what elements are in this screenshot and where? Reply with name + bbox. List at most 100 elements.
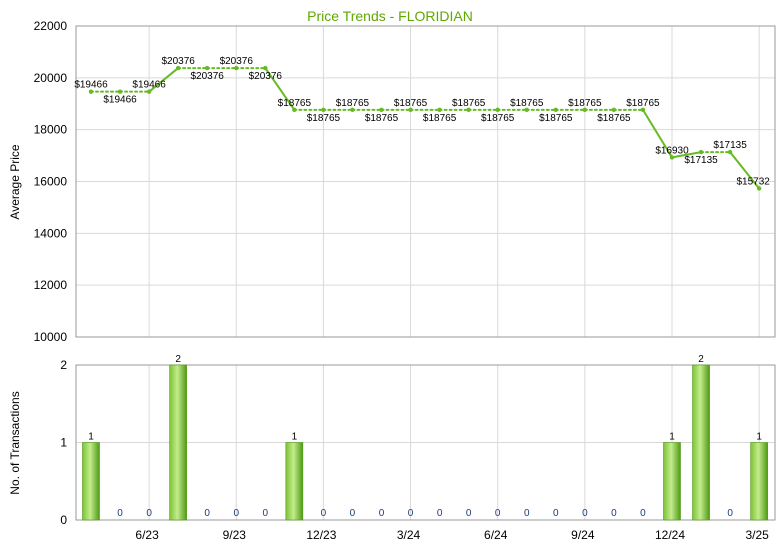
price-point xyxy=(88,89,94,94)
price-data-label: $19466 xyxy=(103,95,137,106)
x-tick-label: 12/24 xyxy=(655,528,685,542)
transaction-count-label: 2 xyxy=(175,354,181,365)
price-point xyxy=(524,107,529,113)
transaction-bar xyxy=(750,442,768,521)
price-line-segment xyxy=(641,108,673,159)
transaction-count-label: 0 xyxy=(263,508,269,519)
transactions-y-tick-label: 2 xyxy=(60,358,67,372)
transaction-count-label: 0 xyxy=(117,508,123,519)
price-point xyxy=(146,89,152,94)
x-tick-label: 3/25 xyxy=(745,528,769,542)
price-data-label: $20376 xyxy=(161,56,195,67)
price-point xyxy=(263,65,268,71)
transaction-count-label: 0 xyxy=(727,508,733,519)
price-data-label: $18765 xyxy=(365,113,399,124)
price-data-label: $18765 xyxy=(539,113,573,124)
price-y-axis-title: Average Price xyxy=(8,144,22,219)
price-point xyxy=(553,107,558,113)
transaction-count-label: 0 xyxy=(233,508,239,519)
price-data-label: $20376 xyxy=(249,71,283,82)
price-y-tick-label: 10000 xyxy=(34,330,68,344)
price-data-label: $18765 xyxy=(278,98,312,109)
price-data-label: $17135 xyxy=(684,155,718,166)
price-y-tick-label: 14000 xyxy=(34,226,68,240)
price-data-label: $19466 xyxy=(132,80,166,91)
x-tick-label: 6/23 xyxy=(135,528,159,542)
price-point xyxy=(437,107,442,113)
transaction-count-label: 0 xyxy=(495,508,501,519)
price-data-label: $18765 xyxy=(510,98,544,109)
price-point xyxy=(408,107,413,113)
transaction-bar xyxy=(82,442,100,521)
transaction-count-label: 0 xyxy=(553,508,559,519)
x-tick-label: 3/24 xyxy=(397,528,421,542)
transaction-count-label: 0 xyxy=(466,508,472,519)
transaction-bar xyxy=(663,442,681,521)
transaction-count-label: 1 xyxy=(88,432,94,443)
transaction-count-label: 1 xyxy=(669,432,675,443)
x-tick-label: 12/23 xyxy=(306,528,336,542)
price-data-label: $18765 xyxy=(597,113,631,124)
price-point xyxy=(379,107,384,113)
price-point xyxy=(466,107,471,113)
price-data-label: $19466 xyxy=(74,80,108,91)
transaction-count-label: 0 xyxy=(204,508,210,519)
price-point xyxy=(727,149,733,155)
price-data-label: $15732 xyxy=(736,176,770,187)
transaction-count-label: 0 xyxy=(611,508,617,519)
price-point xyxy=(175,65,181,71)
transaction-count-label: 0 xyxy=(408,508,414,519)
price-data-label: $20376 xyxy=(220,56,254,67)
x-tick-label: 9/23 xyxy=(223,528,247,542)
price-point xyxy=(669,155,675,160)
price-line-segment xyxy=(729,151,761,190)
transactions-y-tick-label: 1 xyxy=(60,436,67,450)
price-point xyxy=(582,107,588,113)
x-tick-label: 9/24 xyxy=(571,528,595,542)
price-data-label: $18765 xyxy=(307,113,341,124)
transactions-y-axis-title: No. of Transactions xyxy=(8,391,22,494)
transaction-count-label: 1 xyxy=(292,432,298,443)
price-data-label: $16930 xyxy=(655,145,689,156)
price-point xyxy=(640,107,646,113)
price-point xyxy=(756,186,762,191)
price-data-label: $18765 xyxy=(481,113,515,124)
price-point xyxy=(117,89,123,94)
price-point xyxy=(698,149,704,155)
price-data-label: $18765 xyxy=(394,98,428,109)
price-panel: 10000 12000 14000 16000 18000 20000 22000 $1946… xyxy=(34,19,776,344)
price-y-tick-label: 12000 xyxy=(34,278,68,292)
transaction-count-label: 0 xyxy=(640,508,646,519)
transaction-count-label: 1 xyxy=(756,432,762,443)
price-data-label: $18765 xyxy=(336,98,370,109)
price-point xyxy=(495,107,500,113)
price-point xyxy=(321,107,326,113)
transaction-count-label: 0 xyxy=(321,508,327,519)
transaction-count-label: 2 xyxy=(698,354,704,365)
transactions-plot-frame xyxy=(75,364,776,521)
price-data-label: $18765 xyxy=(626,98,660,109)
transaction-bar xyxy=(285,442,304,521)
price-y-tick-label: 20000 xyxy=(34,71,68,85)
transaction-count-label: 0 xyxy=(379,508,385,519)
price-line-segment xyxy=(264,67,296,111)
price-plot-frame xyxy=(75,25,776,338)
price-data-label: $18765 xyxy=(423,113,457,124)
price-data-label: $17135 xyxy=(713,140,747,151)
price-point xyxy=(292,107,297,113)
transaction-bar xyxy=(692,364,710,521)
transactions-panel: 6/23 9/23 12/23 3/24 6/24 9/24 12/24 3/25 0 1 2 1 0 0… xyxy=(60,354,776,542)
price-line-segment xyxy=(148,67,180,93)
price-data-label: $18765 xyxy=(452,98,486,109)
price-y-tick-label: 22000 xyxy=(34,19,68,33)
price-point xyxy=(350,107,355,113)
price-data-label: $20376 xyxy=(191,71,225,82)
transaction-bar xyxy=(169,364,187,521)
price-line-segment xyxy=(671,151,703,159)
price-point xyxy=(205,65,210,71)
price-point xyxy=(611,107,617,113)
price-point xyxy=(234,65,239,71)
transaction-count-label: 0 xyxy=(350,508,356,519)
